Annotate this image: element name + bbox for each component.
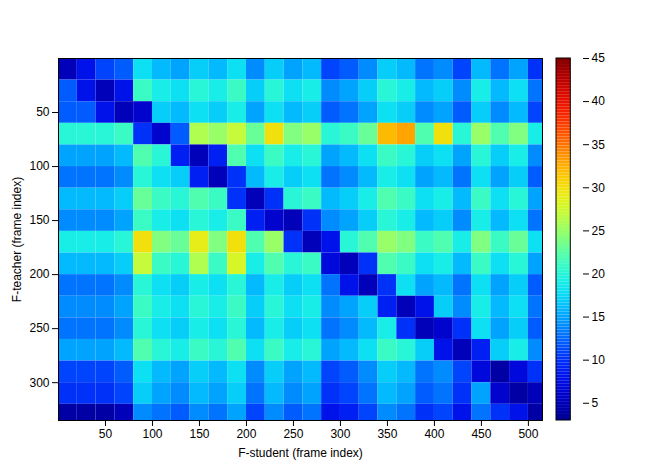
- svg-text:100: 100: [29, 159, 49, 173]
- svg-text:50: 50: [36, 105, 50, 119]
- svg-text:5: 5: [592, 396, 599, 410]
- svg-text:450: 450: [471, 427, 491, 441]
- svg-text:10: 10: [592, 353, 606, 367]
- svg-text:50: 50: [99, 427, 113, 441]
- svg-text:400: 400: [424, 427, 444, 441]
- svg-text:15: 15: [592, 310, 606, 324]
- svg-text:F-teacher (frame index): F-teacher (frame index): [10, 177, 24, 302]
- svg-text:500: 500: [518, 427, 538, 441]
- svg-text:35: 35: [592, 138, 606, 152]
- svg-text:F-student (frame index): F-student (frame index): [238, 446, 363, 460]
- svg-text:30: 30: [592, 181, 606, 195]
- svg-text:150: 150: [29, 213, 49, 227]
- svg-text:45: 45: [592, 51, 606, 65]
- svg-text:250: 250: [283, 427, 303, 441]
- svg-text:25: 25: [592, 224, 606, 238]
- svg-text:40: 40: [592, 94, 606, 108]
- svg-text:350: 350: [377, 427, 397, 441]
- svg-text:200: 200: [29, 267, 49, 281]
- svg-text:20: 20: [592, 267, 606, 281]
- svg-text:100: 100: [142, 427, 162, 441]
- svg-text:300: 300: [29, 376, 49, 390]
- svg-text:250: 250: [29, 321, 49, 335]
- svg-text:150: 150: [189, 427, 209, 441]
- svg-text:200: 200: [236, 427, 256, 441]
- svg-text:300: 300: [330, 427, 350, 441]
